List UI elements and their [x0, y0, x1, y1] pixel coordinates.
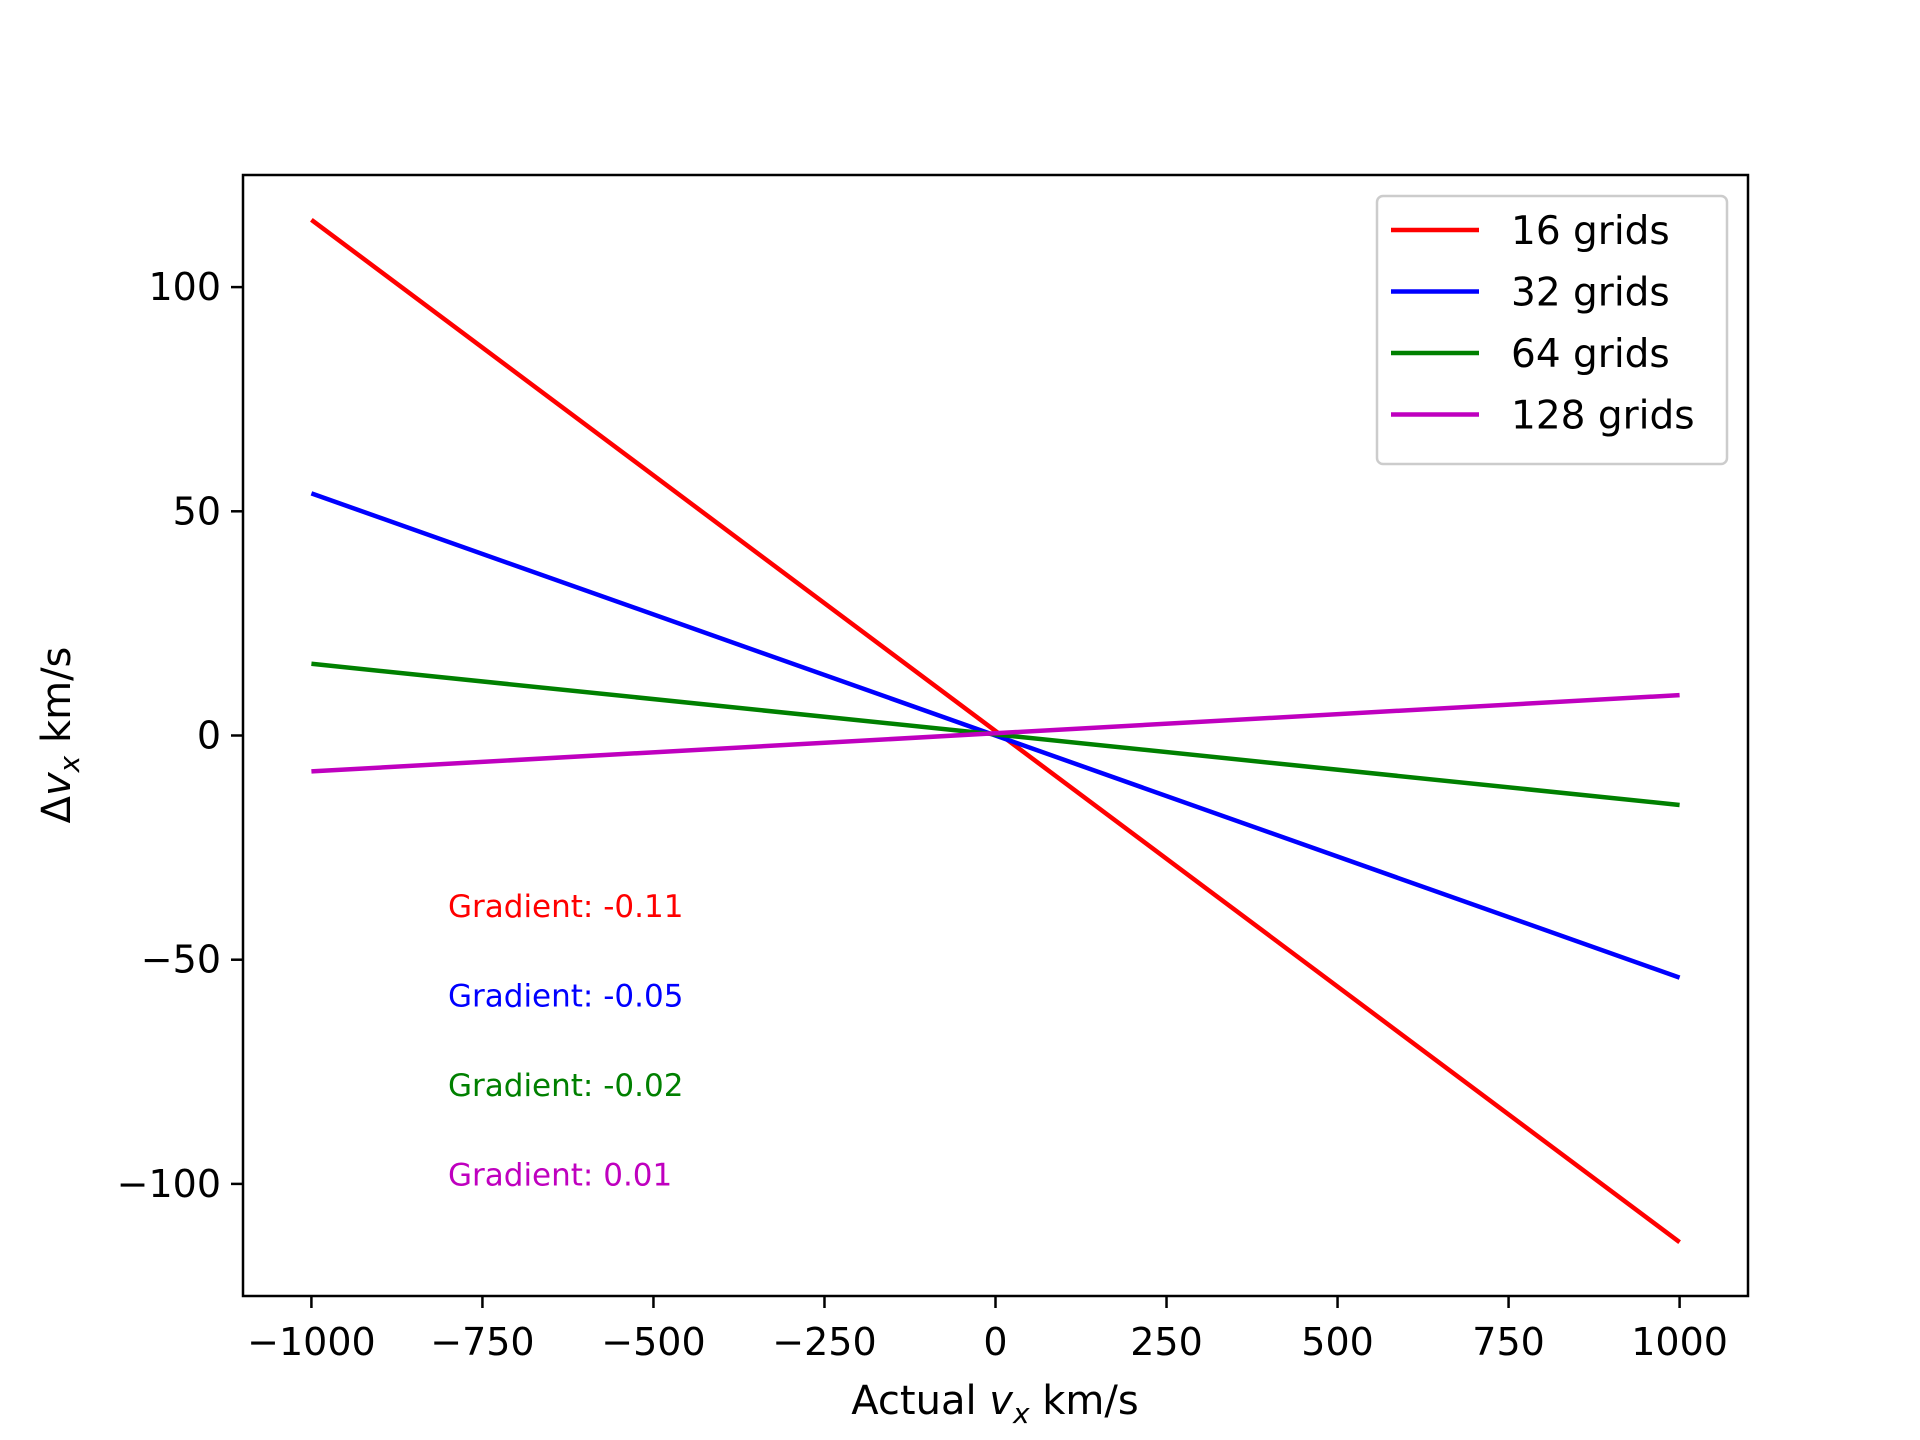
x-tick-label: 0: [983, 1320, 1007, 1364]
legend-label-3: 128 grids: [1511, 394, 1695, 439]
x-tick-label: 1000: [1631, 1320, 1728, 1364]
y-tick-label: 100: [148, 265, 221, 309]
x-tick-label: 750: [1472, 1320, 1545, 1364]
x-axis-label: Actual vx km/s: [851, 1378, 1138, 1430]
series-line-3: [311, 692, 1680, 774]
y-tick-label: −100: [117, 1162, 221, 1206]
x-tick-label: −500: [601, 1320, 705, 1364]
legend-label-2: 64 grids: [1511, 332, 1670, 377]
y-tick-label: 0: [197, 714, 221, 758]
x-tick-label: −750: [430, 1320, 534, 1364]
x-ticks: −1000 −750 −500 −250 0 250 500 750 1000: [247, 1296, 1728, 1364]
x-tick-label: 500: [1301, 1320, 1374, 1364]
series-layer: [310, 217, 1681, 1245]
x-tick-label: 250: [1130, 1320, 1203, 1364]
gradient-annotations: Gradient: -0.11 Gradient: -0.05 Gradient: …: [448, 889, 683, 1194]
gradient-annotation-0: Gradient: -0.11: [448, 889, 683, 925]
y-axis-label: Δvx km/s: [34, 647, 86, 824]
legend: 16 grids 32 grids 64 grids 128 grids: [1375, 194, 1729, 466]
gradient-annotation-1: Gradient: -0.05: [448, 979, 683, 1015]
gradient-annotation-3: Gradient: 0.01: [448, 1158, 672, 1194]
gradient-annotation-2: Gradient: -0.02: [448, 1068, 683, 1104]
legend-box: [1375, 194, 1729, 466]
y-tick-label: −50: [141, 938, 221, 982]
y-tick-label: 50: [173, 489, 221, 533]
x-tick-label: −1000: [247, 1320, 376, 1364]
legend-label-0: 16 grids: [1511, 209, 1670, 254]
x-tick-label: −250: [772, 1320, 876, 1364]
y-ticks: −100 −50 0 50 100: [117, 265, 243, 1206]
legend-label-1: 32 grids: [1511, 271, 1670, 316]
